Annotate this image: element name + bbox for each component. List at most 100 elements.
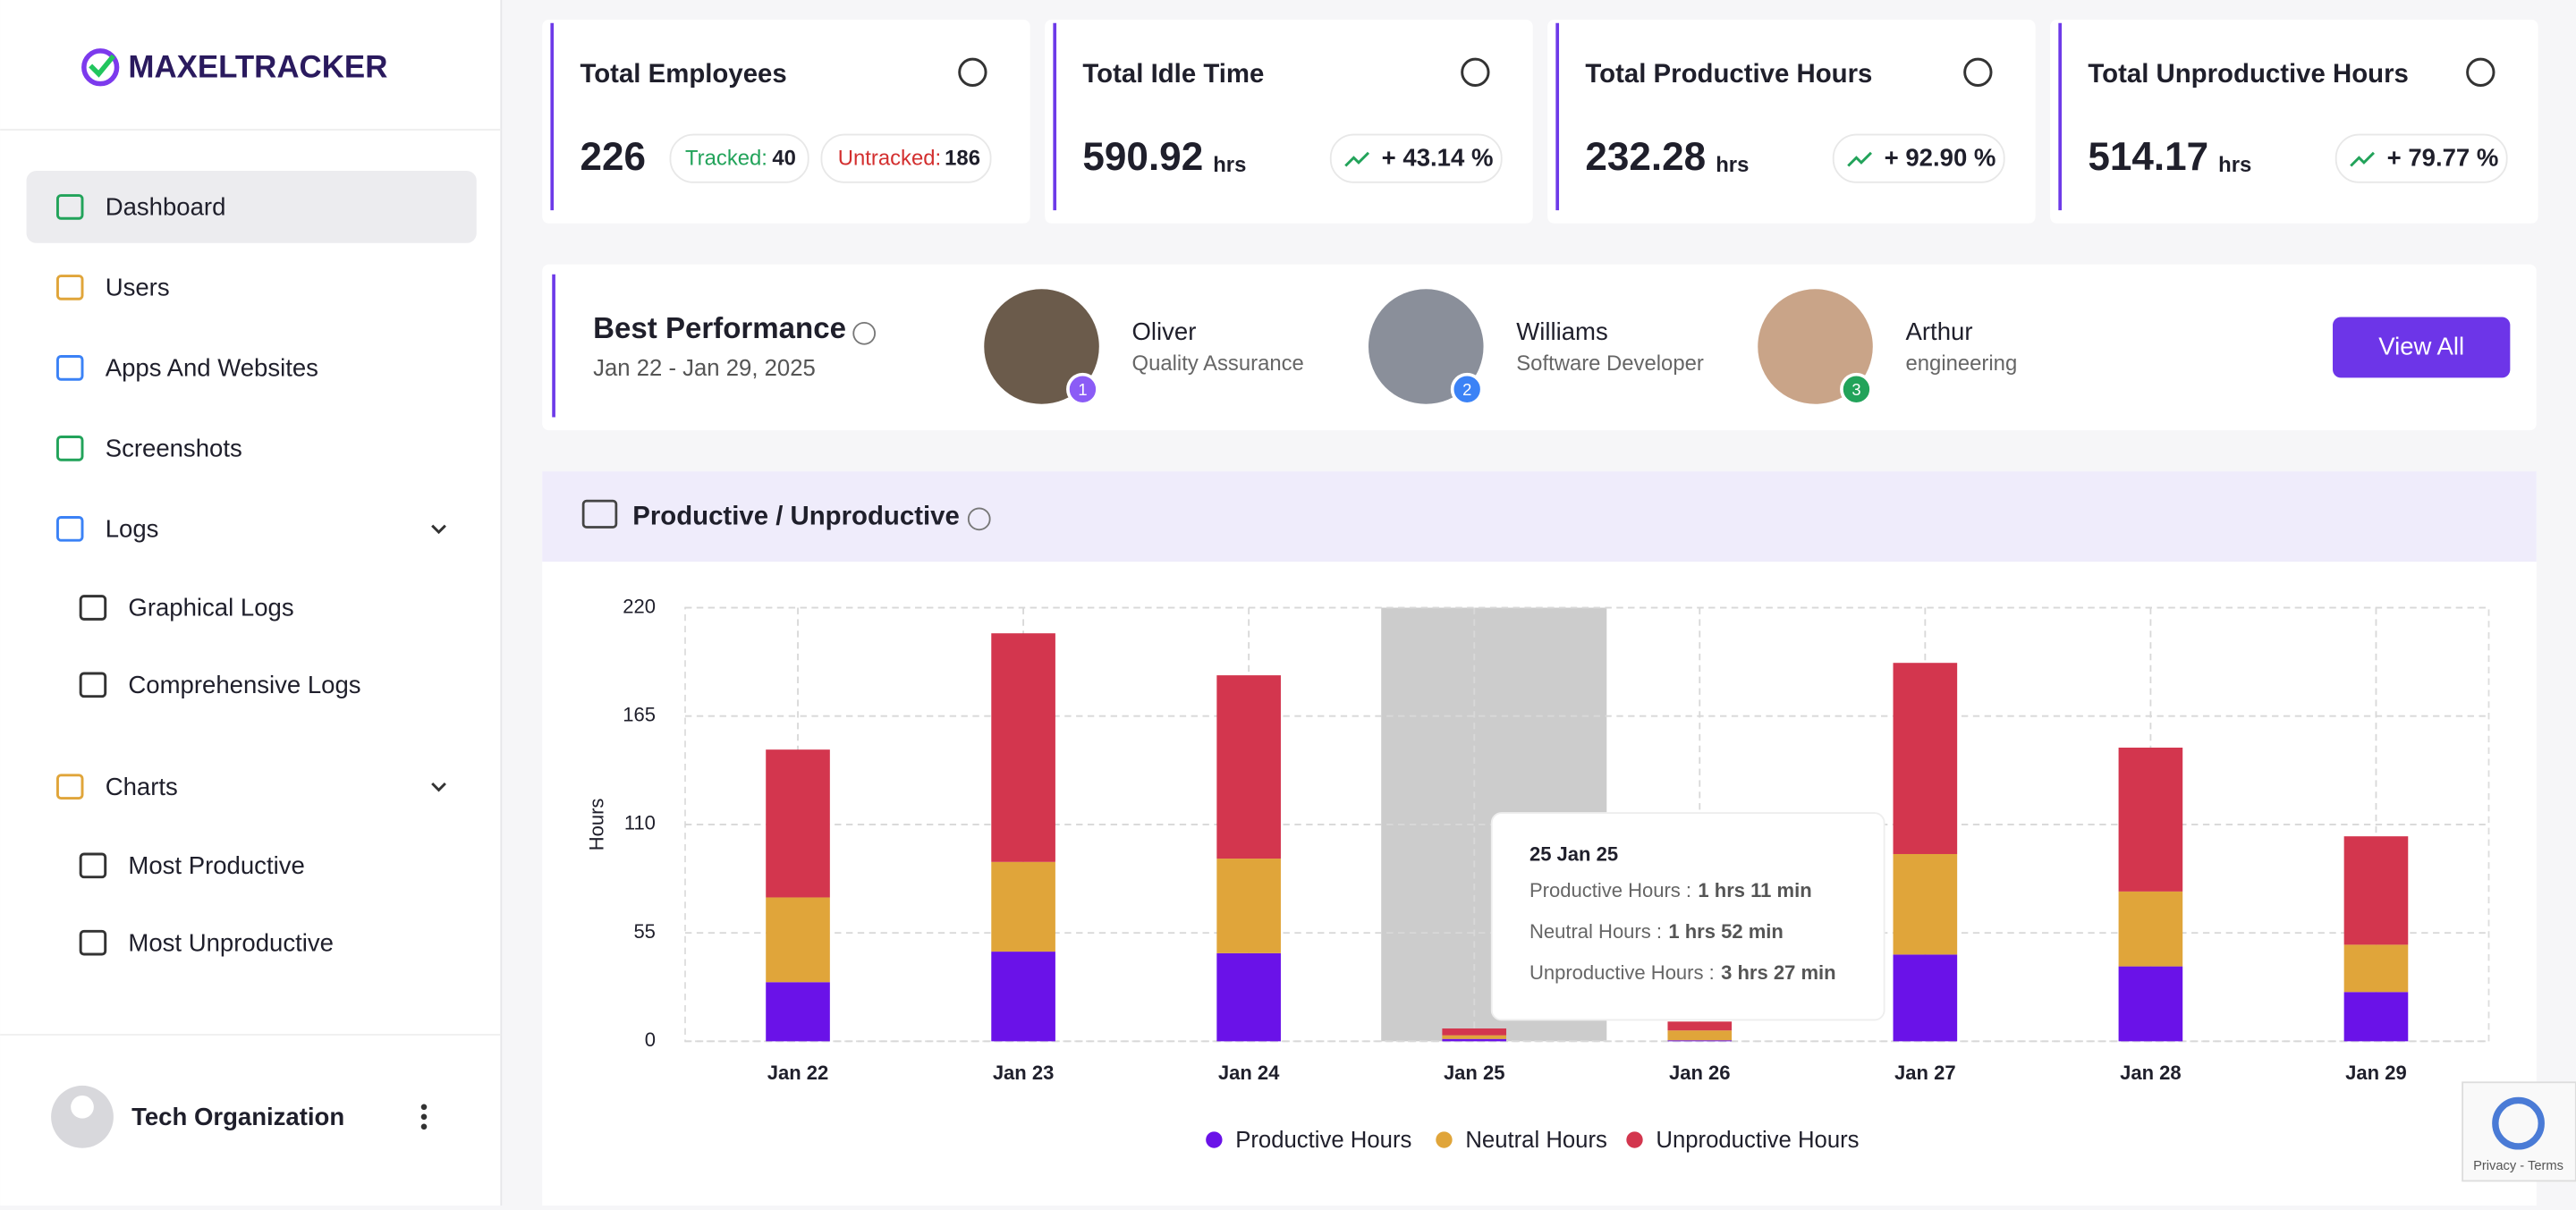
bar-segment	[766, 897, 830, 983]
menu-item[interactable]: Graphical Logs	[128, 594, 293, 622]
menu-item[interactable]: Logs	[106, 514, 159, 542]
panel-icon	[581, 499, 618, 529]
avatar	[1368, 289, 1484, 404]
bar-segment	[1442, 1038, 1507, 1042]
trend-icon	[1847, 151, 1873, 167]
bar-segment	[2343, 992, 2409, 1042]
menu-item[interactable]: Screenshots	[106, 434, 242, 461]
rank-badge	[1066, 372, 1099, 406]
cards: Total Employees 226 Tracked: 40 Untracked: 18…	[542, 20, 2538, 224]
x-tick-label: Jan 25	[1444, 1062, 1505, 1084]
card	[1045, 20, 1533, 224]
rank-badge	[1450, 372, 1484, 406]
bar-segment	[2118, 747, 2183, 892]
x-tick-label: Jan 24	[1218, 1062, 1280, 1084]
bar-segment	[1216, 859, 1281, 953]
menu-icon	[55, 194, 84, 220]
tooltip-label: Unproductive Hours :	[1530, 961, 1715, 984]
change-value: + 92.90 %	[1885, 143, 1996, 171]
trend-icon	[2350, 151, 2375, 167]
legend-label[interactable]: Productive Hours	[1235, 1128, 1411, 1153]
bar-segment	[1893, 853, 1958, 955]
best-panel	[542, 264, 2537, 431]
bar-segment	[1442, 1035, 1507, 1039]
tooltip	[1490, 812, 1885, 1021]
rank: 2	[1462, 380, 1471, 399]
best-title: Best Performance	[593, 312, 846, 345]
tooltip-label: Productive Hours :	[1530, 879, 1691, 901]
tracked-label: Tracked:	[685, 146, 767, 170]
tooltip-label: Neutral Hours :	[1530, 920, 1662, 943]
menu-icon	[55, 516, 84, 542]
x-tick-label: Jan 28	[2120, 1062, 2182, 1084]
tracked-pill	[669, 133, 809, 183]
tooltip-title: 25 Jan 25	[1530, 843, 1618, 866]
card-unit: hrs	[1716, 153, 1749, 177]
chart-panel-header	[542, 471, 2537, 563]
legend-dot[interactable]	[1626, 1131, 1643, 1148]
legend-dot[interactable]	[1206, 1131, 1223, 1148]
bar-segment	[991, 861, 1055, 952]
change-pill	[2334, 133, 2508, 183]
menu-icon	[79, 852, 107, 879]
more-icon[interactable]	[420, 1104, 428, 1130]
person-name: Williams	[1516, 317, 1607, 345]
bar-segment	[1893, 954, 1958, 1042]
best-dates: Jan 22 - Jan 29, 2025	[593, 356, 816, 381]
legend-label[interactable]: Unproductive Hours	[1656, 1128, 1859, 1153]
y-tick-label: 165	[623, 704, 656, 726]
legend-dot[interactable]	[1436, 1131, 1453, 1148]
recaptcha-icon	[2492, 1096, 2545, 1150]
chevron[interactable]	[431, 782, 446, 792]
untracked-value: 186	[945, 146, 980, 170]
bar-segment	[2343, 836, 2409, 945]
legend-label[interactable]: Neutral Hours	[1465, 1128, 1607, 1153]
menu-item[interactable]: Users	[106, 274, 170, 301]
menu-item[interactable]: Dashboard	[106, 193, 226, 221]
menu-icon	[55, 355, 84, 381]
tooltip-value: 1 hrs 11 min	[1698, 879, 1811, 901]
y-tick-label: 220	[623, 595, 656, 617]
person-role: Software Developer	[1516, 351, 1704, 376]
logo-check	[89, 54, 116, 78]
x-tick-label: Jan 26	[1669, 1062, 1731, 1084]
bar-segment	[1442, 1028, 1507, 1036]
card-title: Total Unproductive Hours	[2088, 59, 2409, 89]
menu-item[interactable]: Comprehensive Logs	[128, 671, 360, 698]
panel-title: Productive / Unproductive	[632, 501, 960, 530]
menu-item[interactable]: Apps And Websites	[106, 353, 318, 381]
help-icon[interactable]	[967, 507, 991, 531]
view-all-label[interactable]: View All	[2378, 333, 2464, 360]
menu-item[interactable]: Charts	[106, 773, 178, 800]
recaptcha-links[interactable]: Privacy - Terms	[2473, 1159, 2563, 1173]
card-value: 514.17	[2088, 135, 2208, 179]
org-avatar-head	[71, 1095, 94, 1119]
x-tick-label: Jan 23	[993, 1062, 1055, 1084]
rank-badge	[1840, 372, 1873, 406]
rank: 3	[1852, 380, 1860, 399]
y-tick-label: 55	[633, 920, 656, 943]
tracked-value: 40	[772, 146, 796, 170]
person-role: engineering	[1906, 351, 2018, 376]
view-all-button[interactable]	[2333, 317, 2511, 378]
menu-item[interactable]: Most Unproductive	[128, 928, 334, 956]
change-pill	[1329, 133, 1503, 183]
chart: 0 55 110 165 220 Hours Jan 22 Jan 23 Jan 24 Jan 2…	[585, 595, 2490, 1153]
card-icon	[1963, 57, 1993, 87]
menu-icon	[79, 929, 107, 956]
change-value: + 43.14 %	[1382, 143, 1494, 171]
card-title: Total Idle Time	[1082, 59, 1264, 89]
menu-item[interactable]: Most Productive	[128, 851, 304, 879]
menu-icon	[79, 595, 107, 621]
untracked-label: Untracked:	[838, 146, 941, 170]
logo: MAXELTRACKER	[128, 49, 387, 84]
bar-segment	[991, 633, 1055, 862]
chevron[interactable]	[431, 524, 446, 535]
help-icon[interactable]	[852, 321, 877, 345]
bar-segment	[1667, 1040, 1733, 1042]
card	[542, 20, 1030, 224]
y-axis-label: Hours	[585, 799, 607, 851]
rank: 1	[1078, 380, 1087, 399]
